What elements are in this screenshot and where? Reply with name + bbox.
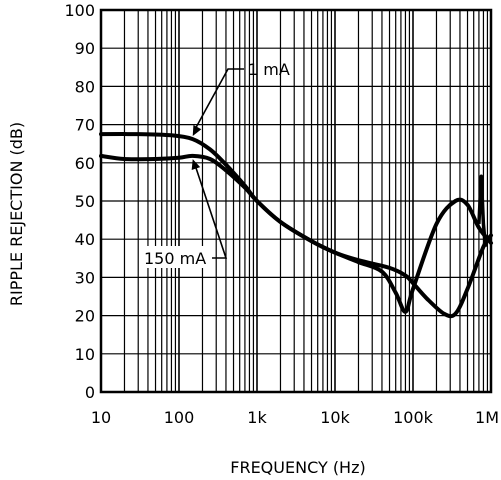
series-curves — [99, 132, 493, 319]
y-tick-label: 30 — [75, 268, 95, 287]
series-spike — [477, 174, 488, 247]
annotation-arrowhead — [192, 125, 202, 136]
y-axis-label: RIPPLE REJECTION (dB) — [7, 122, 26, 306]
annotations: 1 mA 150 mA — [142, 60, 290, 268]
y-tick-label: 70 — [75, 116, 95, 135]
y-tick-label: 10 — [75, 345, 95, 364]
x-tick-label: 1M — [475, 408, 499, 427]
x-tick-label: 100 — [164, 408, 195, 427]
y-tick-label: 100 — [64, 1, 95, 20]
annotation-label: 1 mA — [248, 60, 290, 79]
annotation-leader — [194, 166, 228, 259]
tick-labels: 0 10 20 30 40 50 60 70 80 90 100 10 100 1k 10k 100k 1M — [64, 1, 499, 427]
annotation-leader — [195, 68, 244, 129]
x-axis-label: FREQUENCY (Hz) — [230, 458, 365, 477]
x-tick-label: 1k — [247, 408, 267, 427]
x-tick-label: 10k — [320, 408, 350, 427]
y-tick-label: 60 — [75, 154, 95, 173]
plot-frame — [99, 8, 493, 394]
y-tick-label: 50 — [75, 192, 95, 211]
y-tick-label: 80 — [75, 77, 95, 96]
annotation-label: 150 mA — [144, 249, 206, 268]
y-tick-label: 90 — [75, 39, 95, 58]
annotation-label-background — [142, 246, 210, 268]
x-tick-label: 10 — [91, 408, 111, 427]
y-tick-label: 0 — [85, 383, 95, 402]
y-tick-label: 40 — [75, 230, 95, 249]
series-line-150-ma — [99, 153, 493, 314]
y-tick-label: 20 — [75, 307, 95, 326]
x-tick-label: 100k — [393, 408, 434, 427]
annotation-arrowhead — [191, 159, 201, 170]
grid — [100, 9, 492, 393]
series-line-1-ma — [99, 132, 493, 319]
plot-border — [99, 8, 493, 394]
